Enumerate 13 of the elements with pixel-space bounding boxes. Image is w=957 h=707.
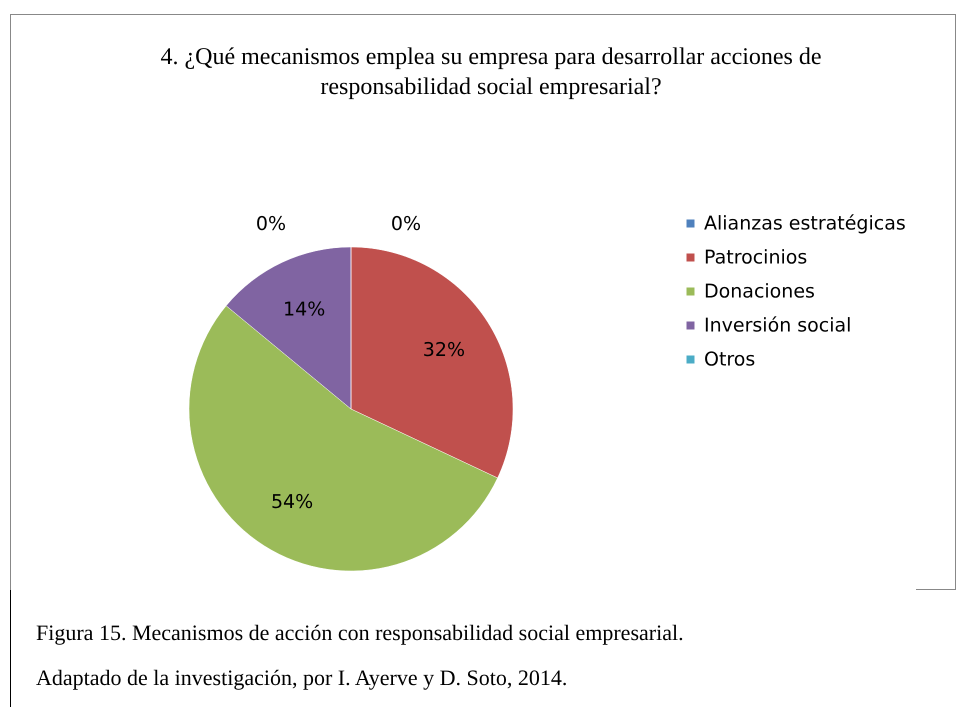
data-label: 54% xyxy=(270,490,314,513)
legend-label: Inversión social xyxy=(704,314,852,336)
text: 0% xyxy=(390,213,422,235)
legend-label: Alianzas estratégicas xyxy=(704,212,906,234)
legend-label: Patrocinios xyxy=(704,246,808,268)
chart-title: 4. ¿Qué mecanismos emplea su empresa para desarrollar acciones de responsabilidad social empresarial? xyxy=(160,44,822,100)
data-label: 14% xyxy=(283,298,326,320)
data-label: 32% xyxy=(422,339,465,362)
text: Adaptado de la investigación, por I. Ayerve y D. Soto, 2014. xyxy=(36,665,568,691)
legend-label: Donaciones xyxy=(704,280,815,302)
text: Figura 15. Mecanismos de acción con responsabilidad social empresarial. xyxy=(36,620,684,646)
legend-label: Otros xyxy=(704,348,756,370)
text: 0% xyxy=(256,213,286,235)
